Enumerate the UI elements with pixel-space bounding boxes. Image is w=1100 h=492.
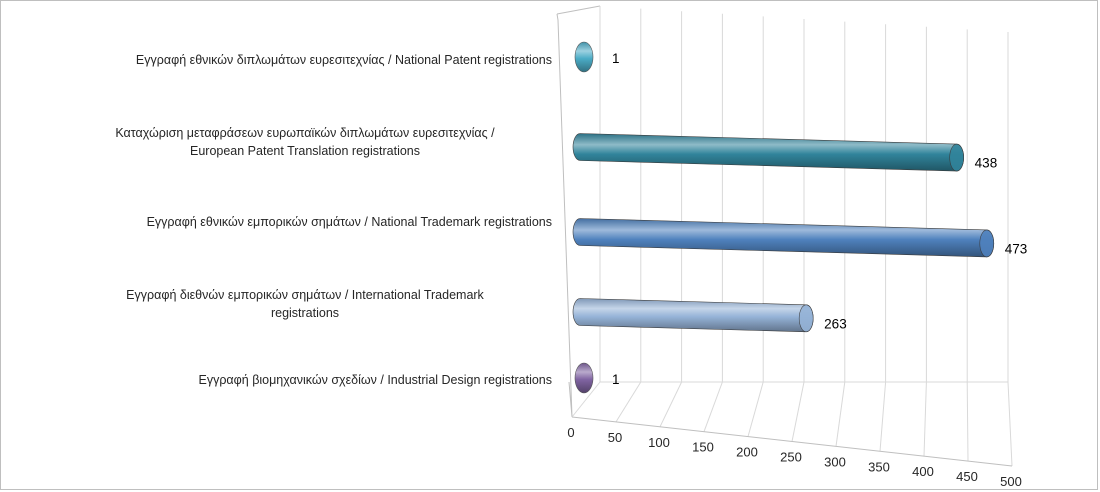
gridline-floor [791, 381, 805, 442]
gridline-floor [747, 381, 764, 437]
bar [574, 41, 594, 73]
x-tick-label: 100 [648, 435, 670, 450]
bar-body [572, 218, 995, 258]
gridline-floor [615, 381, 642, 423]
front-floor-edge [571, 416, 1013, 467]
x-tick-label: 0 [567, 425, 574, 440]
bar-end [979, 229, 995, 258]
chart-walls [556, 5, 601, 418]
axis-tick-labels: 0 50 100 150 200 250 300 350 400 450 500 [567, 425, 1021, 489]
x-tick-label: 250 [780, 450, 802, 465]
data-label: 473 [1005, 241, 1028, 256]
gridline-floor [659, 381, 683, 428]
data-labels: 1 438 473 263 1 [612, 51, 1027, 387]
bar-body [572, 133, 964, 172]
bar-end [574, 41, 594, 73]
bars [572, 41, 995, 394]
data-label: 263 [824, 316, 847, 331]
x-tick-label: 150 [692, 440, 714, 455]
category-label: Εγγραφή εθνικών διπλωμάτων ευρεσιτεχνίας… [136, 53, 552, 67]
category-label: Εγγραφή εθνικών εμπορικών σημάτων / Nati… [147, 215, 552, 229]
gridline-floor [923, 381, 927, 457]
gridline-floor [1007, 381, 1013, 467]
wall-top-edge [556, 5, 601, 15]
bar [574, 362, 594, 394]
left-wall [556, 13, 573, 418]
bar-body [572, 298, 814, 333]
gridline-floor [879, 381, 887, 452]
x-tick-label: 500 [1000, 474, 1022, 489]
bar [572, 218, 995, 258]
x-tick-label: 450 [956, 469, 978, 484]
x-tick-label: 300 [824, 454, 846, 469]
x-tick-label: 50 [608, 430, 622, 445]
bar-end [574, 362, 594, 394]
category-label: European Patent Translation registration… [190, 144, 420, 158]
data-label: 1 [612, 372, 620, 387]
category-label: Εγγραφή διεθνών εμπορικών σημάτων / Inte… [126, 288, 484, 302]
data-label: 438 [975, 156, 998, 171]
gridline-floor [835, 381, 846, 447]
gridline-floor [571, 381, 601, 418]
bar-end [949, 143, 964, 172]
category-label: Εγγραφή βιομηχανικών σχεδίων / Industria… [198, 373, 552, 387]
x-tick-label: 400 [912, 464, 934, 479]
bar-end [798, 304, 814, 333]
bar [572, 298, 814, 333]
category-label: Καταχώριση μεταφράσεων ευρωπαϊκών διπλωμ… [115, 126, 495, 140]
category-label: registrations [271, 306, 339, 320]
data-label: 1 [612, 51, 620, 66]
gridline-floor [966, 381, 969, 462]
x-tick-label: 350 [868, 459, 890, 474]
category-labels: Εγγραφή εθνικών διπλωμάτων ευρεσιτεχνίας… [115, 53, 552, 387]
bar [572, 133, 964, 172]
gridline-floor [703, 381, 723, 432]
x-tick-label: 200 [736, 445, 758, 460]
